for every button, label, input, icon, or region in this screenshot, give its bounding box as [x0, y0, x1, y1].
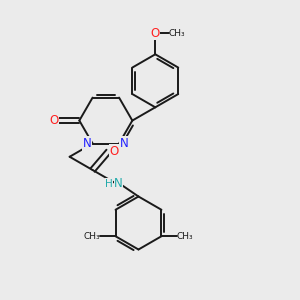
- Text: CH₃: CH₃: [84, 232, 101, 241]
- Text: O: O: [109, 145, 119, 158]
- Text: CH₃: CH₃: [176, 232, 193, 241]
- Text: N: N: [120, 137, 129, 150]
- Text: N: N: [114, 177, 123, 190]
- Text: H: H: [105, 179, 113, 189]
- Text: N: N: [83, 137, 92, 150]
- Text: O: O: [151, 27, 160, 40]
- Text: O: O: [50, 114, 59, 127]
- Text: CH₃: CH₃: [169, 28, 185, 38]
